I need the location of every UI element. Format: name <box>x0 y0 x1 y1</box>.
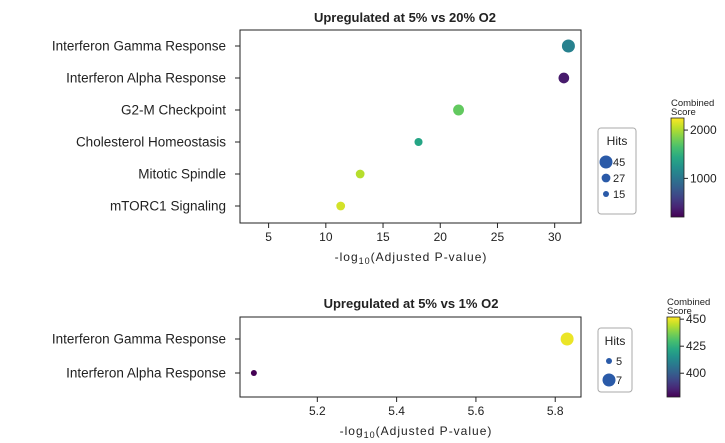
x-tick-label: 5.8 <box>547 404 564 418</box>
data-point <box>355 169 365 179</box>
size-legend: Hits 5 7 <box>597 327 633 393</box>
legend-label: 27 <box>613 173 625 185</box>
y-tick-label: mTORC1 Signaling <box>110 199 226 214</box>
chart-title: Upregulated at 5% vs 1% O2 <box>324 296 499 311</box>
legend-marker <box>602 373 616 387</box>
colorbar-tick-label: 425 <box>686 339 706 353</box>
data-point <box>560 332 574 346</box>
y-tick-label: Interferon Alpha Response <box>66 71 226 86</box>
x-tick-label: 20 <box>434 230 448 244</box>
data-points <box>336 39 575 211</box>
x-tick-label: 15 <box>376 230 390 244</box>
colorbar-title-line2: Score <box>671 107 696 118</box>
y-tick-label: Interferon Alpha Response <box>66 366 226 381</box>
colorbar-tick-label: 450 <box>686 312 706 326</box>
y-tick-label: Interferon Gamma Response <box>52 332 226 347</box>
legend-label: 15 <box>613 189 625 201</box>
legend-label: 45 <box>613 157 625 169</box>
colorbar: Combined Score 2000 1000 <box>670 98 717 218</box>
x-axis: 5 10 15 20 25 30 <box>265 223 562 244</box>
legend-marker <box>601 173 611 183</box>
x-axis-label: -log10(Adjusted P-value) <box>340 424 493 440</box>
legend-marker <box>603 191 609 197</box>
legend-title: Hits <box>607 134 628 148</box>
chart-title: Upregulated at 5% vs 20% O2 <box>314 10 496 25</box>
panel-2: Upregulated at 5% vs 1% O2 Interferon Ga… <box>52 296 710 440</box>
colorbar-bar <box>666 316 681 398</box>
legend-marker <box>606 358 612 364</box>
colorbar-title-line1: Combined <box>667 297 710 308</box>
x-axis: 5.2 5.4 5.6 5.8 <box>309 397 564 418</box>
data-point <box>558 72 570 84</box>
colorbar-tick-label: 1000 <box>690 171 717 185</box>
colorbar-tick-label: 2000 <box>690 123 717 137</box>
colorbar-tick-label: 400 <box>686 366 706 380</box>
y-axis: Interferon Gamma Response Interferon Alph… <box>52 39 240 214</box>
x-tick-label: 5 <box>265 230 272 244</box>
data-point <box>414 137 423 147</box>
y-tick-label: Interferon Gamma Response <box>52 39 226 54</box>
x-tick-label: 5.4 <box>388 404 405 418</box>
x-tick-label: 10 <box>319 230 333 244</box>
colorbar-title-line2: Score <box>667 306 692 317</box>
x-tick-label: 5.2 <box>309 404 326 418</box>
data-point <box>336 201 346 211</box>
legend-marker <box>599 155 613 169</box>
y-tick-label: Cholesterol Homeostasis <box>76 135 226 150</box>
legend-label: 7 <box>616 375 622 387</box>
colorbar-bar <box>670 117 685 218</box>
y-tick-label: G2-M Checkpoint <box>121 103 226 118</box>
x-tick-label: 5.6 <box>468 404 485 418</box>
data-point <box>453 104 465 116</box>
plot-frame <box>239 29 582 224</box>
colorbar-title-line1: Combined <box>671 98 714 109</box>
panel-1: Upregulated at 5% vs 20% O2 Interferon G… <box>52 10 717 266</box>
x-tick-label: 25 <box>491 230 505 244</box>
legend-title: Hits <box>605 334 626 348</box>
colorbar: Combined Score 450 425 400 <box>666 297 710 398</box>
x-tick-label: 30 <box>548 230 562 244</box>
x-axis-label: -log10(Adjusted P-value) <box>335 250 488 266</box>
y-tick-label: Mitotic Spindle <box>138 167 226 182</box>
data-point <box>250 370 257 376</box>
y-axis: Interferon Gamma Response Interferon Alph… <box>52 332 240 381</box>
data-points <box>250 332 574 376</box>
size-legend: Hits 45 27 15 <box>597 127 637 215</box>
legend-label: 5 <box>616 356 622 368</box>
plot-frame <box>239 316 582 398</box>
data-point <box>561 39 575 53</box>
